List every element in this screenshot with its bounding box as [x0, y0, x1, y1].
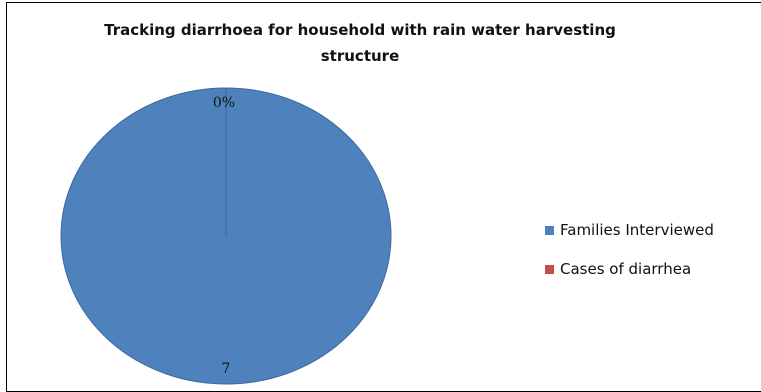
legend-label-families-interviewed: Families Interviewed	[560, 221, 714, 239]
legend-item-families-interviewed: Families Interviewed	[545, 220, 714, 240]
chart-title-line-1: Tracking diarrhoea for household with ra…	[104, 21, 616, 39]
pie-slices	[60, 87, 392, 385]
chart-title-line-2: structure	[320, 47, 400, 65]
legend-label-cases-of-diarrhea: Cases of diarrhea	[560, 260, 692, 278]
legend-swatch-cases-of-diarrhea	[545, 264, 554, 274]
data-label-families-interviewed: 7	[222, 361, 231, 377]
chart-title: Tracking diarrhoea for household with ra…	[0, 17, 720, 69]
legend-item-cases-of-diarrhea: Cases of diarrhea	[545, 259, 714, 279]
legend: Families Interviewed Cases of diarrhea	[545, 220, 714, 298]
data-label-cases-of-diarrhea: 0%	[213, 95, 235, 111]
legend-swatch-families-interviewed	[545, 225, 554, 235]
